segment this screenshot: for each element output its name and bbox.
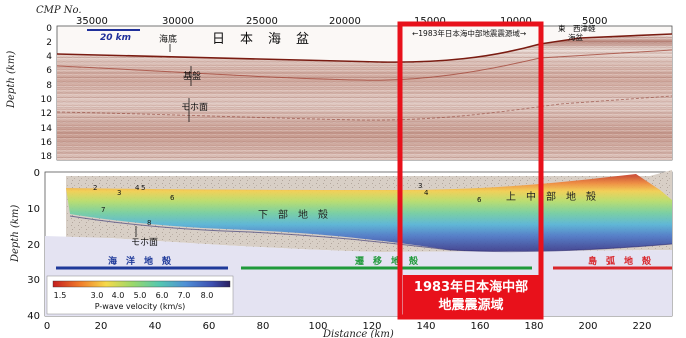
bottom-depth-ticks: 0 10 20 30 40: [27, 168, 40, 322]
top-depth-ticks: 0 2 4 6 8 10 12 14 16 18: [41, 24, 53, 162]
layer-number: 4: [424, 189, 429, 197]
colorbar-tick: 1.5: [54, 291, 67, 300]
layer-numbers: 2 3 4 5 6 7 8 3 4 6: [93, 182, 482, 227]
depth-tick: 18: [41, 152, 53, 162]
depth-tick: 4: [46, 52, 52, 62]
distance-tick: 200: [578, 321, 597, 332]
distance-tick: 120: [362, 321, 381, 332]
colorbar-ticks: 1.5 3.0 4.0 5.0 6.0 7.0 8.0: [54, 291, 214, 300]
source-area-box: [397, 21, 544, 320]
east-margin-label-2: 海盆: [568, 32, 583, 42]
colorbar-tick: 8.0: [201, 291, 214, 300]
velocity-colorbar: 1.5 3.0 4.0 5.0 6.0 7.0 8.0 P-wave veloc…: [46, 275, 234, 315]
depth-tick: 8: [46, 81, 52, 91]
cmp-tick: 25000: [246, 16, 278, 27]
depth-tick: 0: [34, 168, 40, 179]
distance-tick: 220: [632, 321, 651, 332]
basin-label: 日 本 海 盆: [212, 32, 310, 47]
lower-crust-label: 下 部 地 殻: [258, 208, 328, 221]
colorbar-tick: 3.0: [91, 291, 104, 300]
distance-tick: 40: [149, 321, 162, 332]
depth-tick: 30: [27, 275, 40, 286]
layer-number: 3: [418, 182, 422, 190]
distance-tick: 100: [308, 321, 327, 332]
cmp-tick: 30000: [162, 16, 194, 27]
seafloor-reflector: [56, 33, 673, 63]
layer-number: 3: [117, 189, 121, 197]
distance-tick: 0: [44, 321, 50, 332]
top-depth-axis-label: Depth (km): [6, 51, 17, 109]
depth-tick: 12: [41, 109, 52, 119]
bottom-panel: 2 3 4 5 6 7 8 3 4 6 下 部 地 殻 上 中 部 地 殻 モホ…: [10, 168, 673, 338]
distance-axis-label: Distance (km): [322, 329, 394, 338]
upper-crust-label: 上 中 部 地 殻: [506, 190, 596, 203]
distance-tick: 20: [95, 321, 108, 332]
cmp-tick: 5000: [582, 16, 607, 27]
seismic-reflection-noise-2: [57, 34, 672, 160]
colorbar-tick: 4.0: [112, 291, 125, 300]
colorbar-gradient: [52, 280, 231, 288]
cmp-axis-label: CMP No.: [36, 5, 82, 16]
distance-tick: 180: [524, 321, 543, 332]
depth-tick: 6: [46, 66, 52, 76]
scale-bar-label: 20 km: [100, 33, 131, 43]
colorbar-tick: 7.0: [178, 291, 191, 300]
layer-number: 6: [170, 194, 175, 202]
basement-label: 基盤: [183, 70, 201, 82]
distance-ticks: 0 20 40 60 80 100 120 140 160 180 200 22…: [44, 321, 652, 332]
layer-number: 5: [141, 184, 145, 192]
highlight-label-background: [403, 275, 539, 315]
basement-reflector: [56, 49, 673, 81]
crust-type-legend: 海 洋 地 殻 遷 移 地 殻 島 弧 地 殻: [56, 255, 672, 270]
oceanic-crust-label: 海 洋 地 殻: [108, 255, 172, 267]
cmp-tick: 20000: [329, 16, 361, 27]
depth-tick: 0: [46, 24, 52, 34]
island-arc-crust-label: 島 弧 地 殻: [588, 255, 652, 267]
highlight-label-line-2: 地震震源域: [438, 297, 503, 313]
transitional-crust-label: 遷 移 地 殻: [355, 255, 419, 267]
top-moho-label: モホ面: [181, 102, 208, 113]
bottom-moho-label: モホ面: [131, 237, 158, 248]
depth-tick: 20: [27, 240, 40, 251]
depth-tick: 10: [27, 204, 40, 215]
seafloor-label: 海底: [159, 33, 177, 45]
distance-tick: 140: [416, 321, 435, 332]
cmp-tick: 35000: [76, 16, 108, 27]
distance-tick: 160: [470, 321, 489, 332]
layer-number: 8: [147, 219, 151, 227]
depth-tick: 40: [27, 311, 40, 322]
colorbar-title: P-wave velocity (km/s): [95, 302, 186, 311]
velocity-model-body: [66, 174, 672, 252]
bottom-depth-axis-label: Depth (km): [10, 205, 21, 263]
moho-boundary: [69, 215, 673, 253]
depth-tick: 10: [41, 95, 53, 105]
moho-reflector: [56, 95, 673, 121]
layer-number: 7: [101, 206, 105, 214]
layer-number: 6: [477, 196, 482, 204]
distance-tick: 80: [257, 321, 270, 332]
layer-number: 4: [135, 184, 140, 192]
distance-tick: 60: [203, 321, 216, 332]
depth-tick: 2: [46, 38, 52, 48]
colorbar-tick: 5.0: [134, 291, 147, 300]
colorbar-tick: 6.0: [156, 291, 169, 300]
depth-tick: 14: [41, 124, 53, 134]
layer-number: 2: [93, 184, 97, 192]
highlight-label-line-1: 1983年日本海中部: [414, 279, 528, 295]
depth-tick: 16: [41, 138, 53, 148]
source-area-label: ←1983年日本海中部地震震源域→: [412, 28, 526, 38]
earthquake-source-highlight: 1983年日本海中部 地震震源域: [397, 21, 544, 320]
east-margin-label-1: 東 西津軽: [558, 23, 596, 33]
top-panel: CMP No. 35000 30000 25000 20000 15000 10…: [6, 5, 673, 162]
